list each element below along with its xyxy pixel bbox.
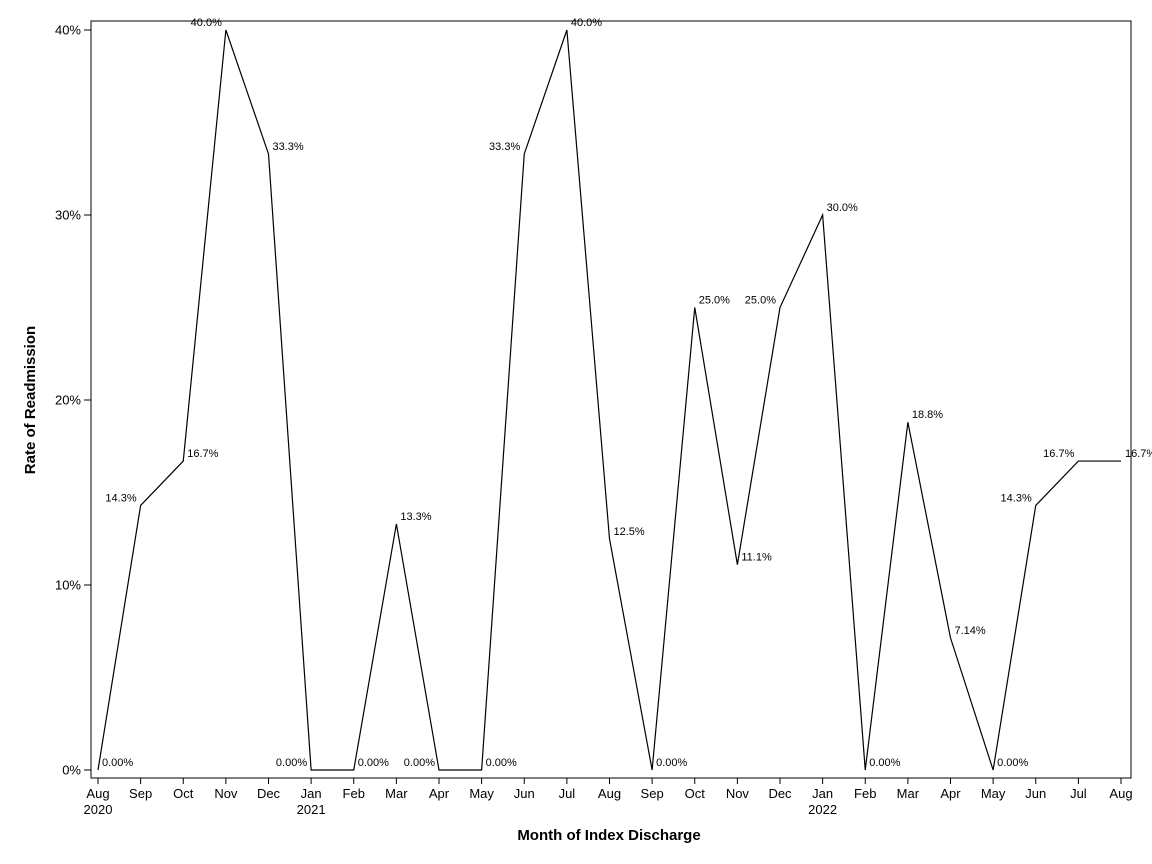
data-label: 16.7% xyxy=(187,448,218,460)
x-tick-label: Oct xyxy=(685,786,706,801)
data-label: 0.00% xyxy=(276,757,307,769)
y-axis-title: Rate of Readmission xyxy=(22,326,39,474)
data-label: 11.1% xyxy=(741,552,772,564)
x-tick-label: Dec xyxy=(768,786,792,801)
x-tick-label: Feb xyxy=(854,786,876,801)
data-label: 0.00% xyxy=(869,757,900,769)
x-tick-label: Nov xyxy=(214,786,238,801)
data-label: 7.14% xyxy=(955,625,986,637)
data-label: 14.3% xyxy=(1001,492,1032,504)
data-label: 16.7% xyxy=(1125,448,1152,460)
data-label: 18.8% xyxy=(912,409,943,421)
data-label: 0.00% xyxy=(358,757,389,769)
series-line xyxy=(97,29,1121,771)
plot-frame xyxy=(90,20,1132,779)
x-tick-label: Aug 2020 xyxy=(84,786,113,817)
x-tick-label: May xyxy=(981,786,1006,801)
x-tick-label: Apr xyxy=(940,786,961,801)
x-tick-label: Nov xyxy=(726,786,750,801)
data-label: 0.00% xyxy=(997,757,1028,769)
x-tick-label: Jun xyxy=(514,786,535,801)
x-tick-label: Sep xyxy=(129,786,152,801)
x-axis-title: Month of Index Discharge xyxy=(517,827,700,844)
data-label: 40.0% xyxy=(191,17,222,29)
data-label: 13.3% xyxy=(400,511,431,523)
x-tick-label: Oct xyxy=(173,786,194,801)
x-tick-label: May xyxy=(469,786,494,801)
x-tick-label: Jul xyxy=(1070,786,1087,801)
y-tick-label: 10% xyxy=(55,578,81,593)
data-label: 40.0% xyxy=(571,17,602,29)
data-label: 25.0% xyxy=(745,295,776,307)
x-tick-label: Jun xyxy=(1025,786,1046,801)
y-tick-label: 0% xyxy=(62,763,81,778)
y-tick-label: 20% xyxy=(55,393,81,408)
data-label: 25.0% xyxy=(699,295,730,307)
x-tick-label: Jan 2022 xyxy=(808,786,837,817)
x-tick-label: Mar xyxy=(897,786,920,801)
data-label: 14.3% xyxy=(105,492,136,504)
x-tick-label: Apr xyxy=(429,786,450,801)
x-tick-label: Jul xyxy=(559,786,576,801)
data-labels: 0.00% 14.3% 16.7% 40.0% 33.3% 0.00% 0.00% 13.3%… xyxy=(102,17,1152,769)
data-label: 12.5% xyxy=(614,526,645,538)
y-tick-label: 30% xyxy=(55,208,81,223)
data-label: 33.3% xyxy=(273,141,304,153)
x-tick-label: Sep xyxy=(641,786,664,801)
data-label: 0.00% xyxy=(656,757,687,769)
x-tick-label: Jan 2021 xyxy=(297,786,326,817)
x-tick-label: Dec xyxy=(257,786,281,801)
data-label: 30.0% xyxy=(827,202,858,214)
data-label: 0.00% xyxy=(102,757,133,769)
x-tick-label: Feb xyxy=(343,786,365,801)
data-label: 33.3% xyxy=(489,141,520,153)
y-tick-label: 40% xyxy=(55,23,81,38)
x-tick-label: Mar xyxy=(385,786,408,801)
data-label: 0.00% xyxy=(486,757,517,769)
data-label: 0.00% xyxy=(404,757,435,769)
x-tick-label: Aug xyxy=(1109,786,1132,801)
x-axis: Aug 2020 Sep Oct Nov Dec Jan 2021 Feb Mar Apr May Ju… xyxy=(84,778,1133,817)
y-axis: 0% 10% 20% 30% 40% xyxy=(55,23,91,778)
x-tick-label: Aug xyxy=(598,786,621,801)
data-label: 16.7% xyxy=(1043,448,1074,460)
